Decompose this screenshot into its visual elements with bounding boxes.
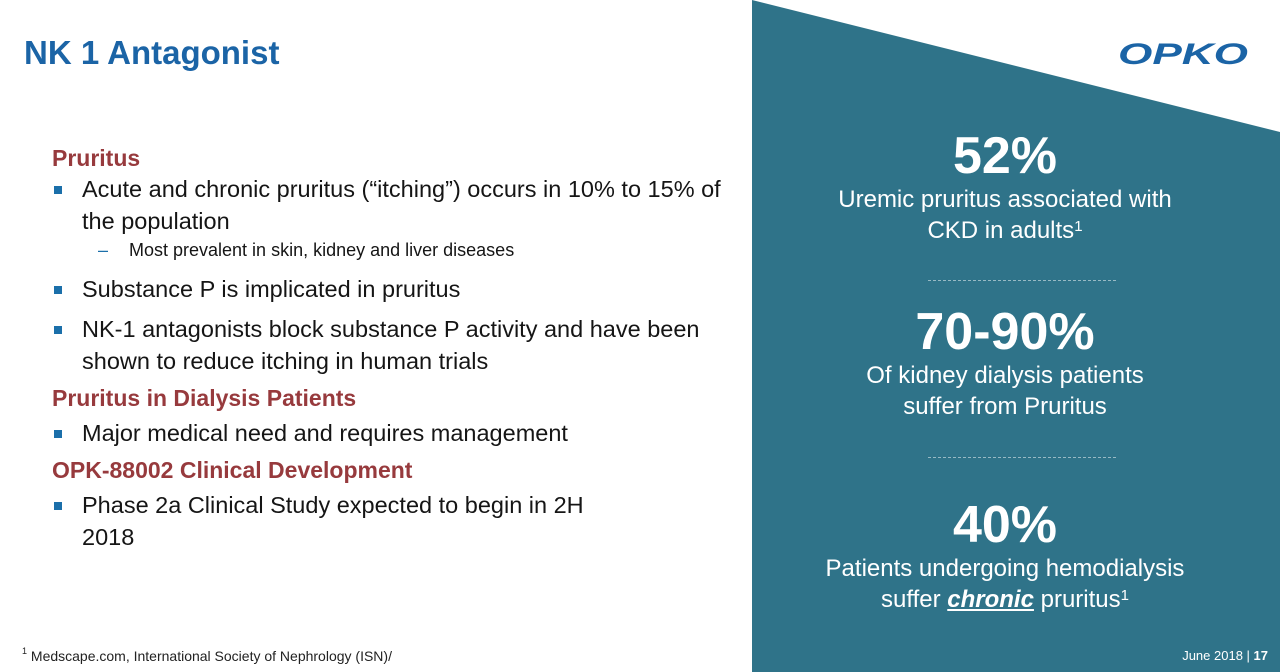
footnote-ref: 1 — [1120, 587, 1129, 604]
stat-desc-line-1: Patients undergoing hemodialysis — [825, 555, 1185, 582]
left-content: Pruritus Acute and chronic pruritus (“it… — [52, 143, 732, 553]
footnote-text: Medscape.com, International Society of N… — [27, 648, 392, 664]
stat-52-percent: 52% Uremic pruritus associated with CKD … — [790, 128, 1220, 246]
footnote-ref: 1 — [1074, 218, 1083, 235]
stat-desc-line-2: CKD in adults1 — [927, 217, 1083, 244]
bullet-nk1-antagonists: NK-1 antagonists block substance P activ… — [52, 313, 732, 377]
stat-divider — [928, 457, 1116, 458]
stat-desc-line-2: suffer chronic pruritus1 — [881, 586, 1129, 613]
bullet-substance-p: Substance P is implicated in pruritus — [52, 273, 732, 305]
date-label: June 2018 | — [1182, 648, 1254, 663]
dash-bullet-icon: – — [98, 240, 109, 260]
bullet-medical-need: Major medical need and requires manageme… — [52, 417, 732, 449]
stat-divider — [928, 280, 1116, 281]
square-bullet-icon — [54, 502, 62, 510]
square-bullet-icon — [54, 286, 62, 294]
stat-70-90-percent: 70-90% Of kidney dialysis patients suffe… — [790, 304, 1220, 422]
stat-value: 40% — [952, 496, 1058, 554]
bullet-phase-2a: Phase 2a Clinical Study expected to begi… — [52, 489, 642, 553]
bullet-text: Phase 2a Clinical Study expected to begi… — [82, 492, 584, 550]
bullet-text: Acute and chronic pruritus (“itching”) o… — [82, 176, 721, 234]
page-number: 17 — [1253, 648, 1268, 663]
bullet-acute-chronic: Acute and chronic pruritus (“itching”) o… — [52, 173, 732, 237]
footnote-number: 1 — [22, 646, 28, 656]
stat-40-percent: 40% Patients undergoing hemodialysis suf… — [790, 497, 1220, 615]
sub-bullet-prevalence: – Most prevalent in skin, kidney and liv… — [52, 237, 732, 263]
sub-bullet-text: Most prevalent in skin, kidney and liver… — [129, 240, 515, 260]
slide-title: NK 1 Antagonist — [24, 34, 280, 71]
heading-pruritus: Pruritus — [52, 145, 141, 171]
opko-logo: OPKO — [1118, 39, 1248, 67]
page-info: June 2018 | 17 — [1182, 648, 1268, 663]
stat-desc-line-2: suffer from Pruritus — [903, 393, 1107, 420]
bullet-text: Substance P is implicated in pruritus — [82, 276, 461, 302]
square-bullet-icon — [54, 186, 62, 194]
heading-dialysis: Pruritus in Dialysis Patients — [52, 385, 357, 411]
square-bullet-icon — [54, 326, 62, 334]
svg-text:OPKO: OPKO — [1118, 39, 1248, 67]
emphasis-chronic: chronic — [947, 586, 1034, 613]
bullet-text: Major medical need and requires manageme… — [82, 420, 568, 446]
square-bullet-icon — [54, 430, 62, 438]
footnote: 1 Medscape.com, International Society of… — [22, 646, 392, 664]
stat-desc-line-1: Uremic pruritus associated with — [838, 186, 1172, 213]
stat-value: 70-90% — [915, 303, 1095, 361]
stat-value: 52% — [952, 127, 1058, 185]
heading-clinical-development: OPK-88002 Clinical Development — [52, 457, 413, 483]
stat-desc-line-1: Of kidney dialysis patients — [866, 362, 1144, 389]
bullet-text: NK-1 antagonists block substance P activ… — [82, 316, 700, 374]
